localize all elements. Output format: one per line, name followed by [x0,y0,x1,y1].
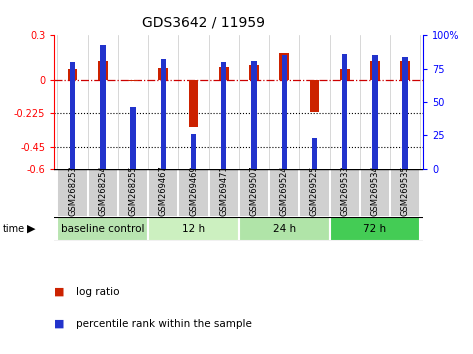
Bar [390,169,420,217]
Text: GSM269535: GSM269535 [401,165,410,216]
Bar [189,80,198,127]
Bar [219,67,228,80]
Bar [160,59,166,169]
Text: GSM268255: GSM268255 [129,165,138,216]
Bar [68,69,78,80]
Text: GSM269525: GSM269525 [310,165,319,216]
Bar [100,45,105,169]
Text: GDS3642 / 11959: GDS3642 / 11959 [142,16,265,30]
Text: GSM269469: GSM269469 [189,165,198,216]
Text: ■: ■ [54,319,65,329]
Text: GSM269533: GSM269533 [340,165,349,216]
Bar [57,217,148,241]
Bar [239,169,269,217]
Bar [342,54,348,169]
Text: log ratio: log ratio [76,287,119,297]
Bar [158,68,168,80]
Text: GSM269507: GSM269507 [249,165,258,216]
Bar [239,217,330,241]
Bar [370,61,380,80]
Bar [312,138,317,169]
Bar [221,62,227,169]
Bar [340,69,350,80]
Bar [148,169,178,217]
Bar [191,134,196,169]
Bar [310,80,319,113]
Bar [403,57,408,169]
Text: baseline control: baseline control [61,224,145,234]
Text: GSM269467: GSM269467 [159,165,168,216]
Bar [249,65,259,80]
Bar [330,217,420,241]
Bar [299,169,330,217]
Bar [57,169,88,217]
Text: 24 h: 24 h [272,224,296,234]
Bar [360,169,390,217]
Text: time: time [2,224,25,234]
Bar [281,55,287,169]
Text: GSM268254: GSM268254 [98,165,107,216]
Text: GSM268253: GSM268253 [68,165,77,216]
Bar [269,169,299,217]
Text: 72 h: 72 h [363,224,386,234]
Text: GSM269534: GSM269534 [370,165,379,216]
Text: ■: ■ [54,287,65,297]
Bar [330,169,360,217]
Bar [118,169,148,217]
Bar [130,107,136,169]
Bar [400,61,410,80]
Bar [70,62,75,169]
Bar [251,61,257,169]
Text: percentile rank within the sample: percentile rank within the sample [76,319,252,329]
Bar [88,169,118,217]
Bar [280,53,289,80]
Bar [98,61,108,80]
Text: GSM269471: GSM269471 [219,165,228,216]
Bar [148,217,239,241]
Bar [372,55,377,169]
Text: ▶: ▶ [27,224,36,234]
Text: GSM269524: GSM269524 [280,165,289,216]
Bar [178,169,209,217]
Text: 12 h: 12 h [182,224,205,234]
Bar [209,169,239,217]
Bar [128,80,138,81]
